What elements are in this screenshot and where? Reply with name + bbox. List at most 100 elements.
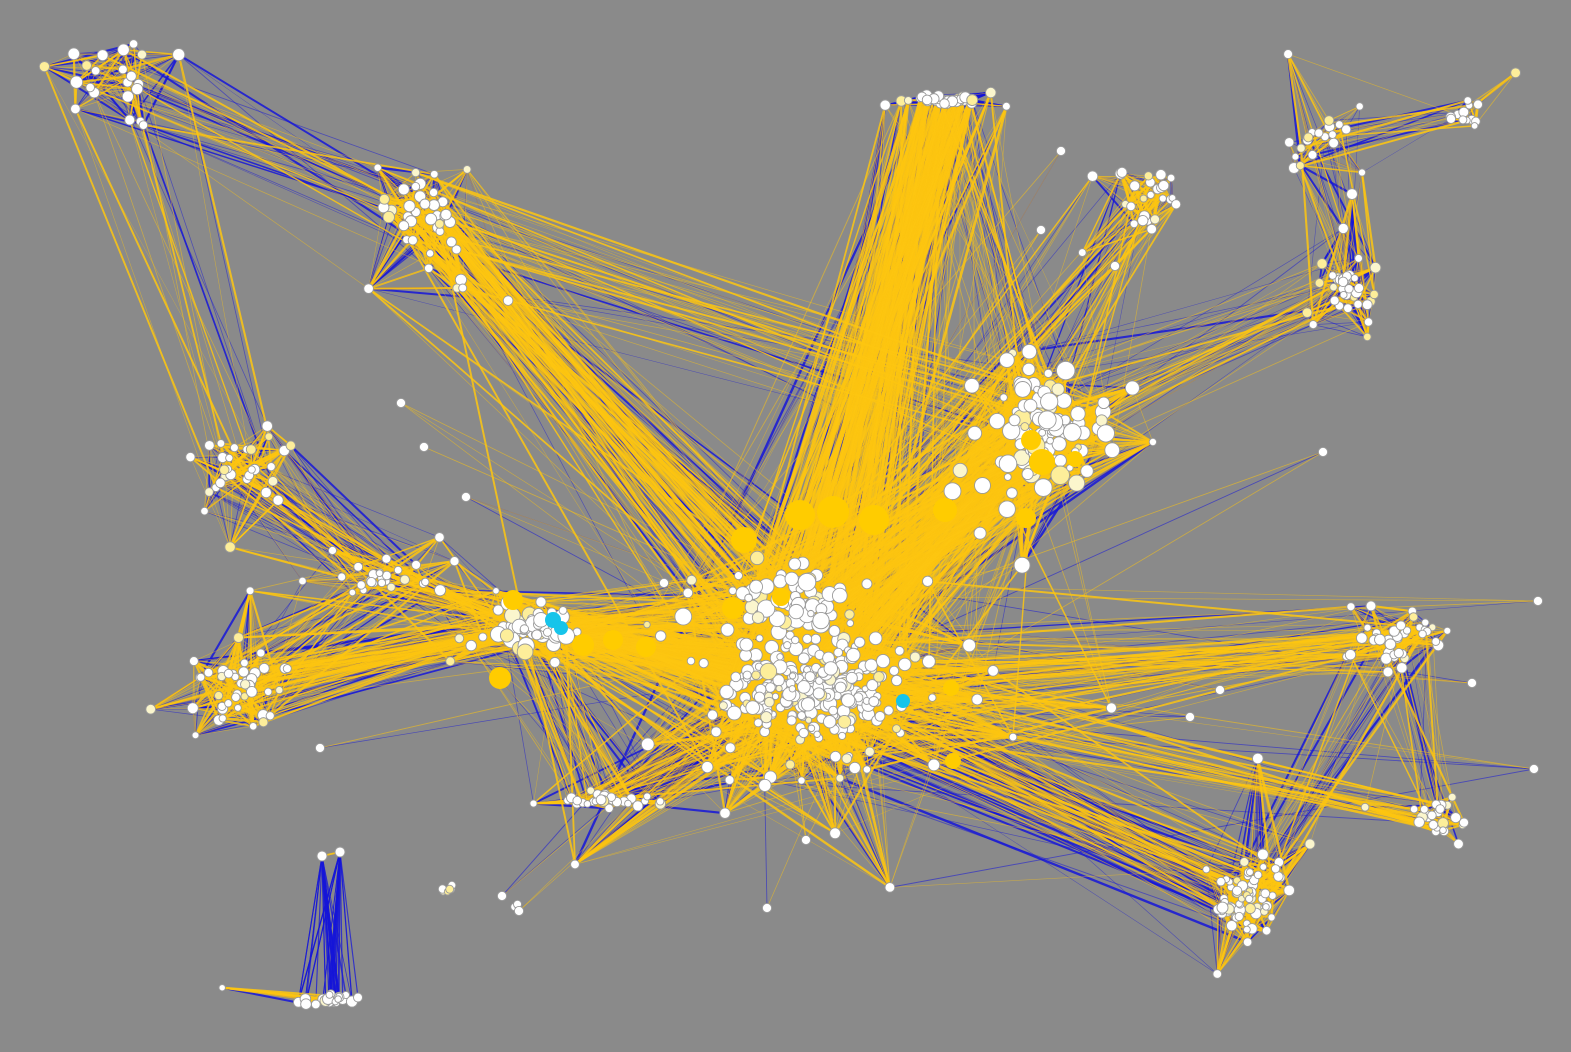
graph-node[interactable]	[804, 671, 816, 683]
graph-node[interactable]	[386, 582, 396, 592]
graph-node[interactable]	[395, 397, 407, 409]
graph-node[interactable]	[831, 587, 848, 604]
graph-node[interactable]	[503, 590, 523, 610]
graph-node[interactable]	[751, 670, 761, 680]
graph-node[interactable]	[922, 654, 936, 669]
graph-node[interactable]	[225, 453, 234, 463]
graph-node[interactable]	[838, 731, 847, 740]
graph-node[interactable]	[260, 486, 272, 499]
graph-node[interactable]	[81, 60, 92, 71]
graph-node[interactable]	[1006, 487, 1018, 499]
graph-node[interactable]	[1129, 180, 1141, 192]
graph-node[interactable]	[310, 999, 321, 1010]
graph-node[interactable]	[866, 679, 879, 692]
graph-node[interactable]	[1284, 137, 1295, 148]
graph-node[interactable]	[788, 557, 802, 571]
graph-node[interactable]	[1360, 802, 1370, 812]
graph-node[interactable]	[1216, 901, 1229, 914]
graph-node[interactable]	[1396, 662, 1408, 674]
graph-node[interactable]	[1316, 258, 1328, 270]
graph-node[interactable]	[1051, 382, 1065, 396]
graph-node[interactable]	[758, 778, 772, 792]
graph-node[interactable]	[238, 666, 250, 678]
graph-node[interactable]	[1317, 446, 1329, 458]
graph-node[interactable]	[1408, 612, 1419, 622]
graph-node[interactable]	[874, 710, 886, 722]
graph-node[interactable]	[1361, 299, 1373, 311]
graph-node[interactable]	[434, 532, 445, 543]
graph-node[interactable]	[595, 794, 607, 806]
graph-node[interactable]	[603, 630, 623, 650]
graph-node[interactable]	[121, 90, 135, 103]
graph-node[interactable]	[710, 726, 722, 738]
graph-node[interactable]	[434, 219, 445, 229]
graph-node[interactable]	[1402, 626, 1412, 635]
graph-node[interactable]	[418, 441, 430, 453]
graph-node[interactable]	[1365, 600, 1377, 612]
graph-node[interactable]	[224, 541, 236, 553]
graph-node[interactable]	[973, 526, 987, 540]
graph-node[interactable]	[759, 662, 778, 681]
graph-node[interactable]	[403, 199, 416, 213]
graph-node[interactable]	[399, 574, 410, 585]
graph-node[interactable]	[753, 718, 763, 728]
graph-node[interactable]	[298, 576, 307, 586]
graph-node[interactable]	[943, 680, 959, 696]
graph-node[interactable]	[231, 692, 241, 702]
graph-node[interactable]	[428, 187, 439, 198]
graph-node[interactable]	[218, 984, 226, 992]
graph-node[interactable]	[1450, 812, 1462, 824]
graph-node[interactable]	[772, 588, 790, 606]
graph-node[interactable]	[1096, 424, 1115, 443]
graph-node[interactable]	[419, 198, 431, 210]
graph-node[interactable]	[1393, 648, 1404, 659]
graph-node[interactable]	[145, 703, 157, 715]
graph-node[interactable]	[1334, 120, 1344, 129]
graph-node[interactable]	[1244, 902, 1256, 915]
graph-node[interactable]	[1037, 410, 1057, 430]
graph-node[interactable]	[1443, 626, 1452, 635]
graph-node[interactable]	[773, 574, 788, 589]
graph-node[interactable]	[1447, 792, 1457, 802]
graph-node[interactable]	[731, 527, 757, 553]
graph-node[interactable]	[1304, 838, 1316, 850]
graph-node[interactable]	[674, 607, 693, 626]
graph-node[interactable]	[440, 208, 452, 221]
graph-node[interactable]	[1363, 317, 1374, 327]
graph-node[interactable]	[854, 636, 866, 648]
graph-node[interactable]	[798, 727, 809, 739]
graph-node[interactable]	[186, 702, 199, 715]
graph-node[interactable]	[1339, 290, 1348, 299]
graph-node[interactable]	[1363, 623, 1372, 632]
graph-node[interactable]	[138, 120, 149, 130]
graph-node[interactable]	[96, 49, 109, 62]
graph-node[interactable]	[245, 444, 257, 455]
graph-node[interactable]	[1458, 115, 1468, 125]
graph-node[interactable]	[864, 746, 875, 757]
graph-node[interactable]	[247, 465, 256, 474]
graph-node[interactable]	[258, 717, 269, 728]
graph-node[interactable]	[1382, 666, 1394, 678]
graph-node[interactable]	[275, 686, 284, 695]
graph-node[interactable]	[1053, 454, 1067, 468]
graph-node[interactable]	[987, 665, 999, 677]
graph-node[interactable]	[812, 687, 825, 700]
graph-node[interactable]	[776, 653, 784, 661]
graph-node[interactable]	[1301, 307, 1313, 318]
graph-node[interactable]	[892, 724, 901, 733]
graph-node[interactable]	[1067, 451, 1083, 467]
graph-node[interactable]	[883, 705, 894, 716]
graph-node[interactable]	[706, 709, 719, 721]
graph-node[interactable]	[1022, 362, 1036, 376]
graph-node[interactable]	[411, 168, 421, 178]
graph-node[interactable]	[927, 758, 941, 772]
graph-node[interactable]	[248, 722, 258, 731]
graph-node[interactable]	[785, 500, 815, 530]
graph-node[interactable]	[1262, 903, 1270, 911]
graph-node[interactable]	[701, 760, 714, 774]
graph-node[interactable]	[375, 569, 384, 578]
graph-node[interactable]	[656, 797, 665, 806]
graph-node[interactable]	[682, 587, 694, 599]
graph-node[interactable]	[407, 235, 418, 246]
graph-node[interactable]	[423, 263, 434, 274]
